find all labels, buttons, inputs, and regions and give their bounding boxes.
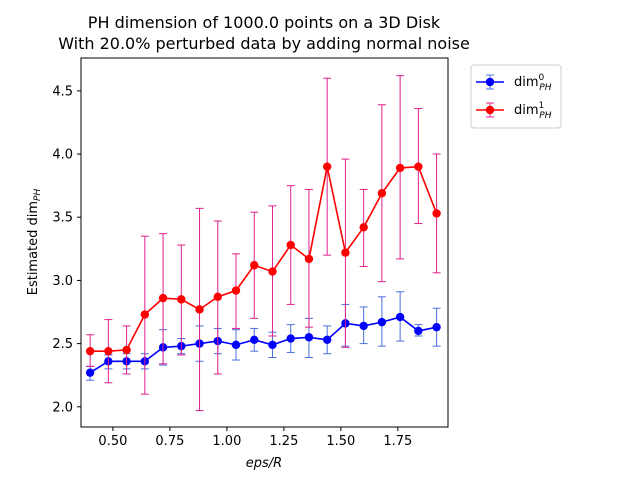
y-axis-label-sub: PH	[33, 189, 43, 201]
data-point	[414, 162, 423, 171]
data-point	[140, 310, 150, 319]
y-axis-label-main: Estimated dim	[26, 201, 41, 295]
data-point	[395, 163, 405, 173]
data-point	[231, 286, 241, 295]
y-tick-label: 4.5	[52, 84, 73, 99]
x-tick-label: 1.25	[269, 434, 298, 449]
y-tick-label: 3.0	[52, 274, 73, 289]
y-tick-label: 2.0	[52, 400, 73, 415]
y-tick-label: 3.5	[52, 211, 73, 226]
series-0	[85, 291, 441, 381]
y-tick-label: 4.0	[52, 148, 73, 163]
data-point	[322, 335, 332, 345]
series-1	[85, 75, 441, 412]
plot-frame	[80, 57, 449, 428]
x-tick-label: 0.75	[155, 434, 184, 449]
x-tick-label: 1.75	[383, 434, 412, 449]
data-point	[268, 340, 277, 350]
legend-marker	[485, 77, 495, 87]
y-axis-label: Estimated dimPH	[26, 189, 43, 296]
data-point	[85, 368, 95, 377]
data-point	[122, 345, 131, 355]
y-tick-label: 2.5	[52, 337, 73, 352]
x-tick-label: 1.50	[326, 434, 355, 449]
data-point	[322, 162, 332, 171]
data-point	[104, 346, 113, 356]
data-point	[286, 240, 295, 250]
data-point	[359, 321, 368, 331]
data-point	[377, 317, 387, 327]
data-point	[195, 305, 204, 314]
y-axis: 2.0 2.5 3.0 3.5 4.0 4.5	[52, 84, 81, 415]
data-point	[414, 326, 423, 336]
data-point	[158, 293, 168, 303]
data-point	[268, 267, 277, 276]
chart-subtitle: With 20.0% perturbed data by adding norm…	[58, 34, 470, 53]
data-point	[395, 312, 405, 322]
data-point	[432, 322, 441, 332]
data-point	[213, 292, 222, 302]
data-point	[250, 261, 259, 270]
data-point	[377, 189, 387, 198]
x-tick-label: 1.00	[212, 434, 241, 449]
data-point	[231, 340, 241, 350]
data-point	[304, 333, 314, 342]
data-point	[286, 334, 295, 343]
legend: dim0 PH dim1 PH	[470, 64, 562, 129]
data-point	[432, 209, 441, 218]
data-point	[177, 295, 186, 304]
data-point	[250, 335, 259, 345]
x-tick-label: 0.50	[98, 434, 127, 449]
legend-item-1: dim1 PH	[476, 101, 552, 121]
legend-marker	[485, 105, 495, 115]
legend-item-0: dim0 PH	[476, 73, 552, 93]
data-point	[85, 346, 95, 356]
x-axis-label: eps/R	[246, 456, 282, 471]
y-axis-label-group: Estimated dimPH	[26, 189, 43, 296]
x-axis: 0.50 0.75 1.00 1.25 1.50 1.75	[98, 427, 412, 449]
legend-label: dim0 PH	[514, 73, 552, 93]
legend-label: dim1 PH	[514, 101, 552, 121]
data-point	[341, 248, 350, 257]
data-point	[304, 254, 314, 264]
data-point	[359, 223, 368, 232]
chart-title: PH dimension of 1000.0 points on a 3D Di…	[88, 13, 441, 32]
plot-area	[85, 75, 441, 412]
